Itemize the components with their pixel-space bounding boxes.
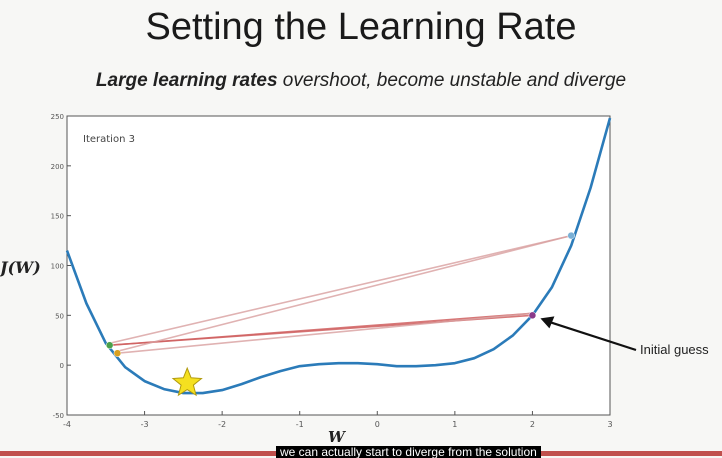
subtitle-emphasis: Large learning rates — [95, 70, 278, 91]
arrow-icon — [550, 321, 637, 352]
iterate-point — [528, 311, 537, 320]
star-icon — [171, 366, 203, 397]
iteration-label: Iteration 3 — [83, 134, 135, 145]
subtitle-text: overshoot, become unstable and diverge — [277, 70, 627, 91]
x-tick-label: 0 — [375, 420, 380, 429]
y-tick-label: 150 — [51, 213, 64, 221]
x-tick-label: -1 — [296, 420, 304, 429]
y-axis-label: J(W) — [0, 258, 41, 277]
x-tick-label: -4 — [63, 420, 71, 429]
gradient-step-line — [117, 312, 533, 355]
iterate-point — [567, 231, 575, 240]
initial-guess-label: Initial guess — [640, 342, 709, 357]
y-tick-label: 200 — [51, 163, 64, 171]
iterate-point — [105, 341, 114, 349]
x-tick-label: 2 — [530, 420, 535, 429]
gradient-step-line — [117, 234, 572, 352]
gradient-step-line — [109, 234, 572, 345]
x-tick-label: -3 — [141, 420, 149, 429]
gradient-step-line — [109, 312, 533, 347]
x-tick-label: 3 — [607, 420, 612, 429]
slide-subtitle: Large learning rates overshoot, become u… — [0, 70, 722, 92]
x-axis-label: W — [328, 428, 345, 446]
loss-curve — [65, 117, 612, 395]
x-tick-label: -2 — [218, 420, 226, 429]
y-tick-label: 250 — [51, 113, 64, 121]
video-caption: we can actually start to diverge from th… — [276, 446, 541, 458]
y-tick-label: 50 — [55, 312, 64, 320]
y-tick-label: 100 — [51, 263, 64, 271]
slide-title: Setting the Learning Rate — [145, 6, 577, 48]
iterate-point — [113, 349, 122, 357]
plot-frame — [66, 115, 611, 416]
y-tick-label: -50 — [53, 412, 64, 420]
y-tick-label: 0 — [60, 362, 64, 370]
x-tick-label: 1 — [452, 420, 457, 429]
arrow-head-icon — [540, 316, 555, 329]
